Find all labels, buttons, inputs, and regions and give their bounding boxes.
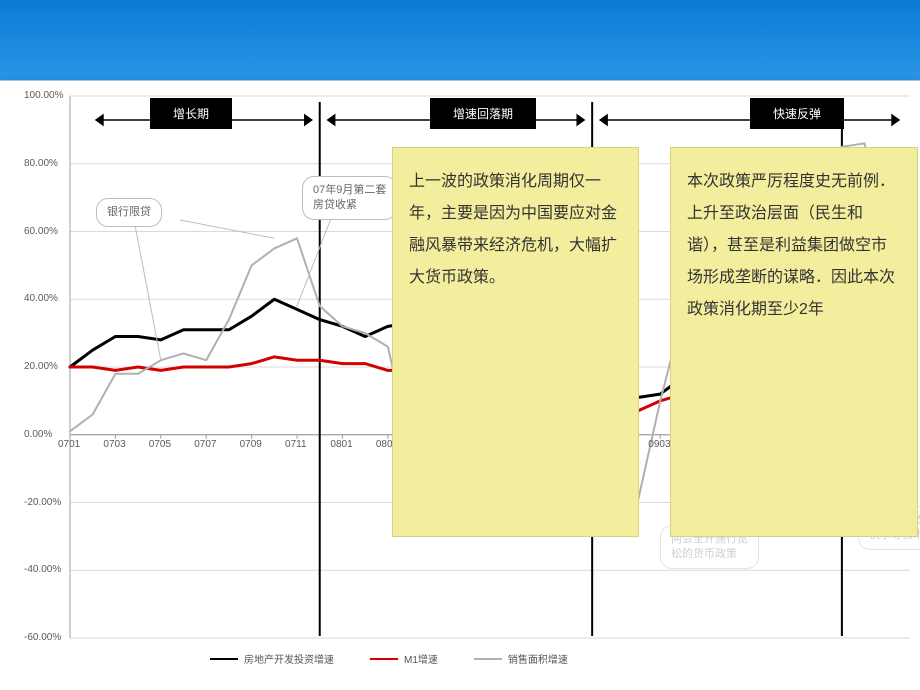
note-left: 上一波的政策消化周期仅一年，主要是因为中国要应对金融风暴带来经济危机，大幅扩大货… xyxy=(392,147,639,537)
y-tick-label: 60.00% xyxy=(24,226,58,237)
x-tick-label: 0707 xyxy=(194,439,216,450)
legend: 房地产开发投资增速 M1增速 销售面积增速 xyxy=(210,651,568,666)
callout-bank: 银行限贷 xyxy=(96,198,162,227)
legend-item: M1增速 xyxy=(370,651,438,666)
note-right: 本次政策严厉程度史无前例．上升至政治层面（民生和谐），甚至是利益集团做空市场形成… xyxy=(670,147,918,537)
phase-label: 增速回落期 xyxy=(453,107,513,121)
legend-swatch xyxy=(210,658,238,660)
phase-label: 增长期 xyxy=(173,107,209,121)
phase-label: 快速反弹 xyxy=(773,107,821,121)
legend-label: 销售面积增速 xyxy=(508,651,568,666)
y-tick-label: 80.00% xyxy=(24,158,58,169)
phase-box-growth: 增长期 xyxy=(150,98,232,129)
y-tick-label: -40.00% xyxy=(24,564,61,575)
legend-label: M1增速 xyxy=(404,651,438,666)
callout-text: 银行限贷 xyxy=(107,206,151,218)
legend-label: 房地产开发投资增速 xyxy=(244,651,334,666)
x-tick-label: 0703 xyxy=(103,439,125,450)
callout-text: 两会全开施行宽 松的货币政策 xyxy=(671,533,748,560)
phase-box-decline: 增速回落期 xyxy=(430,98,536,129)
note-text: 本次政策严厉程度史无前例．上升至政治层面（民生和谐），甚至是利益集团做空市场形成… xyxy=(687,173,895,318)
legend-swatch xyxy=(370,658,398,660)
note-text: 上一波的政策消化周期仅一年，主要是因为中国要应对金融风暴带来经济危机，大幅扩大货… xyxy=(409,173,617,286)
callout-text: 07年9月第二套 房贷收紧 xyxy=(313,184,386,211)
legend-swatch xyxy=(474,658,502,660)
y-tick-label: -20.00% xyxy=(24,497,61,508)
legend-item: 销售面积增速 xyxy=(474,651,568,666)
x-tick-label: 0709 xyxy=(240,439,262,450)
phase-box-rebound: 快速反弹 xyxy=(750,98,844,129)
slide-background: 100.00% 80.00% 60.00% 40.00% 20.00% 0.00% -20.… xyxy=(0,0,920,690)
x-tick-label: 0701 xyxy=(58,439,80,450)
x-tick-label: 0801 xyxy=(330,439,352,450)
y-tick-label: 40.00% xyxy=(24,293,58,304)
chart-container: 100.00% 80.00% 60.00% 40.00% 20.00% 0.00% -20.… xyxy=(10,90,915,662)
x-tick-label: 0705 xyxy=(149,439,171,450)
callout-sep07: 07年9月第二套 房贷收紧 xyxy=(302,176,397,220)
legend-item: 房地产开发投资增速 xyxy=(210,651,334,666)
y-tick-label: 100.00% xyxy=(24,90,63,101)
y-tick-label: 20.00% xyxy=(24,361,58,372)
y-tick-label: 0.00% xyxy=(24,429,52,440)
x-tick-label: 0711 xyxy=(285,439,307,450)
x-tick-label: 0903 xyxy=(648,439,670,450)
y-tick-label: -60.00% xyxy=(24,632,61,643)
